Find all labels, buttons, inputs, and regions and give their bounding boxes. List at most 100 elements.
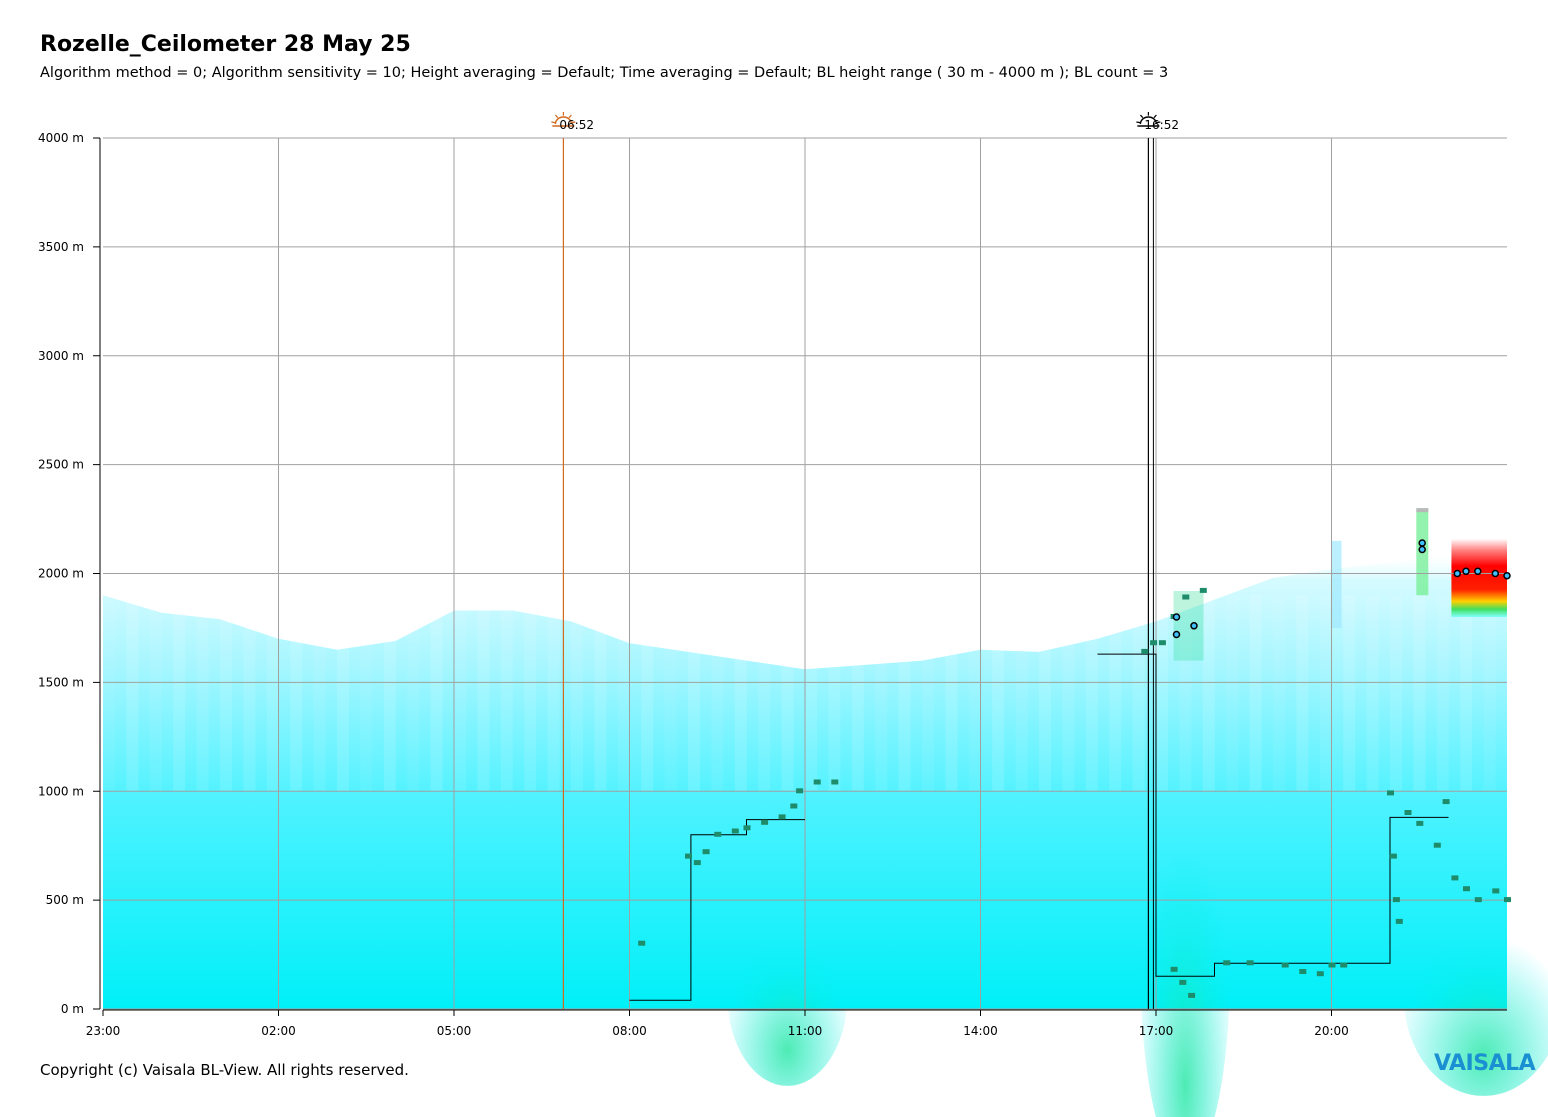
bl-point <box>693 860 701 866</box>
backscatter-streak <box>1296 595 1309 792</box>
backscatter-streak <box>875 595 888 792</box>
backscatter-streak <box>734 595 747 792</box>
cloud-base-point <box>1172 613 1181 621</box>
bl-point <box>1150 640 1158 646</box>
bl-point <box>796 788 804 794</box>
x-tick-label: 08:00 <box>612 1024 647 1038</box>
bl-point <box>1316 971 1324 977</box>
bl-point <box>1433 842 1441 848</box>
backscatter-streak <box>337 595 349 792</box>
copyright-text: Copyright (c) Vaisala BL-View. All right… <box>40 1061 409 1079</box>
bl-point <box>813 779 821 785</box>
bl-point <box>1340 962 1348 968</box>
backscatter-streak <box>1413 595 1426 792</box>
backscatter-streak <box>196 595 209 792</box>
backscatter-streak <box>454 595 466 792</box>
backscatter-streak <box>1390 595 1402 792</box>
bl-point <box>1404 810 1412 815</box>
cloud-base-point <box>1172 630 1181 639</box>
axes: 0 m 500 m 1000 m 1500 m 2000 m 2500 m 3000 m 35… <box>38 131 1507 1038</box>
bl-point <box>1188 992 1196 998</box>
vaisala-logo: VAISALA <box>1434 1051 1536 1076</box>
backscatter-streak <box>290 595 303 792</box>
backscatter-streak <box>1202 595 1215 792</box>
backscatter-streak <box>945 595 958 792</box>
backscatter-streak <box>383 595 396 792</box>
backscatter-streak <box>1179 595 1192 792</box>
y-tick-label: 2000 m <box>38 567 84 581</box>
bl-point <box>1223 960 1231 966</box>
bl-point <box>638 940 646 946</box>
sunrise-time-label: 06:52 <box>559 118 594 132</box>
bl-point <box>1141 648 1149 654</box>
x-tick-label: 17:00 <box>1139 1024 1174 1038</box>
backscatter-streak <box>1132 595 1145 792</box>
backscatter-streak <box>664 595 677 792</box>
backscatter-streak <box>828 595 841 792</box>
boundary-layer-series <box>629 539 1511 1001</box>
backscatter-streak <box>571 595 583 792</box>
cloud-base-point <box>1503 571 1511 580</box>
bl-point <box>1299 969 1307 974</box>
backscatter-streak <box>805 595 817 792</box>
chart-subtitle: Algorithm method = 0; Algorithm sensitiv… <box>40 65 1169 81</box>
bl-point <box>1170 966 1178 972</box>
backscatter-streak <box>1343 595 1356 792</box>
backscatter-streak <box>1226 595 1239 792</box>
bl-point <box>1463 886 1470 892</box>
backscatter-streak <box>266 595 279 792</box>
backscatter-streak <box>992 595 1005 792</box>
backscatter-streak <box>594 595 607 792</box>
bl-point <box>1199 587 1207 593</box>
backscatter-streak <box>1460 595 1473 792</box>
bl-point <box>1281 962 1289 968</box>
backscatter-streak <box>149 595 162 792</box>
bl-point <box>790 803 798 809</box>
backscatter-streak <box>1109 595 1122 792</box>
backscatter-streak <box>1062 595 1075 792</box>
cloud-base-point <box>1462 567 1470 576</box>
y-tick-label: 500 m <box>46 893 84 907</box>
x-tick-label: 05:00 <box>437 1024 472 1038</box>
sun-markers: 06:52 16:52 <box>551 112 1179 1009</box>
bl-point <box>731 828 739 834</box>
y-tick-label: 0 m <box>61 1002 84 1016</box>
backscatter-streak <box>103 595 115 792</box>
backscatter-streak <box>430 595 443 792</box>
bl-point <box>714 831 722 837</box>
bl-point <box>1474 897 1482 903</box>
aerosol-enhancement <box>1140 765 1231 1117</box>
backscatter-streak <box>1085 595 1098 792</box>
backscatter-streak <box>360 595 373 792</box>
cloud-base-point <box>1491 569 1500 578</box>
sunset-icon <box>1136 112 1161 127</box>
bl-point <box>1416 820 1424 826</box>
bl-point <box>1179 979 1187 985</box>
bl-point <box>1395 918 1403 924</box>
bl-point <box>1504 897 1511 903</box>
y-tick-label: 1500 m <box>38 675 84 689</box>
bl-point <box>1392 897 1400 903</box>
sunset-time-label: 16:52 <box>1144 118 1179 132</box>
backscatter-streak <box>407 595 420 792</box>
backscatter-streak <box>781 595 794 792</box>
bl-point <box>1492 888 1500 894</box>
backscatter-streak <box>220 595 232 792</box>
cloud-signal <box>1451 538 1507 618</box>
cloud-base-point <box>1418 539 1426 547</box>
cloud-base-point <box>1474 567 1482 576</box>
aerosol-enhancement <box>1403 895 1548 1096</box>
bl-point <box>778 814 786 820</box>
backscatter-streak <box>243 595 256 792</box>
y-tick-label: 4000 m <box>38 131 84 145</box>
cloud-base-point <box>1453 569 1462 578</box>
backscatter-streak <box>1483 595 1496 792</box>
backscatter-streak <box>758 595 771 792</box>
backscatter-streak <box>898 595 911 792</box>
backscatter-streak <box>500 595 513 792</box>
backscatter-streak <box>617 595 630 792</box>
backscatter-streak <box>1015 595 1028 792</box>
chart-title: Rozelle_Ceilometer 28 May 25 <box>40 32 411 57</box>
backscatter-streak <box>1366 595 1379 792</box>
backscatter-streak <box>1249 595 1262 792</box>
